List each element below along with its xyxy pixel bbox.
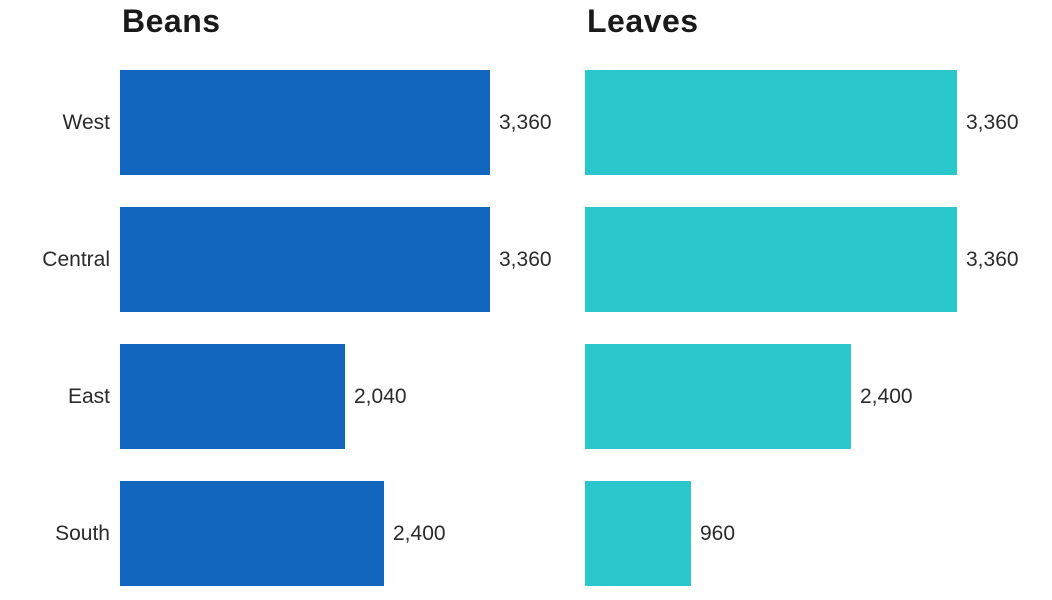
value-label-leaves-west: 3,360 <box>966 110 1019 134</box>
chart-row-west: West 3,360 3,360 <box>0 70 1052 175</box>
value-label-beans-south: 2,400 <box>393 521 446 545</box>
bar-leaves-east <box>585 344 851 449</box>
bar-leaves-central <box>585 207 957 312</box>
value-label-beans-east: 2,040 <box>354 384 407 408</box>
bar-leaves-south <box>585 481 691 586</box>
bar-beans-south <box>120 481 384 586</box>
leaves-title-cell: Leaves <box>575 0 1042 39</box>
bar-beans-west <box>120 70 490 175</box>
value-label-beans-central: 3,360 <box>499 247 552 271</box>
category-label-west: West <box>62 110 110 134</box>
value-label-beans-west: 3,360 <box>499 110 552 134</box>
chart-row-east: East 2,040 2,400 <box>0 344 1052 449</box>
panel-title-leaves: Leaves <box>587 3 699 39</box>
category-label-east: East <box>67 384 110 408</box>
value-label-leaves-east: 2,400 <box>860 384 913 408</box>
beans-title-cell: Beans <box>110 0 575 39</box>
bar-leaves-west <box>585 70 957 175</box>
chart-row-central: Central 3,360 3,360 <box>0 207 1052 312</box>
chart-row-south: South 2,400 960 <box>0 481 1052 586</box>
category-label-south: South <box>55 521 110 545</box>
value-label-leaves-central: 3,360 <box>966 247 1019 271</box>
bar-beans-east <box>120 344 345 449</box>
category-label-central: Central <box>42 247 110 271</box>
chart-header: Beans Leaves <box>0 0 1052 70</box>
panel-title-beans: Beans <box>122 3 221 39</box>
bar-beans-central <box>120 207 490 312</box>
value-label-leaves-south: 960 <box>700 521 736 545</box>
